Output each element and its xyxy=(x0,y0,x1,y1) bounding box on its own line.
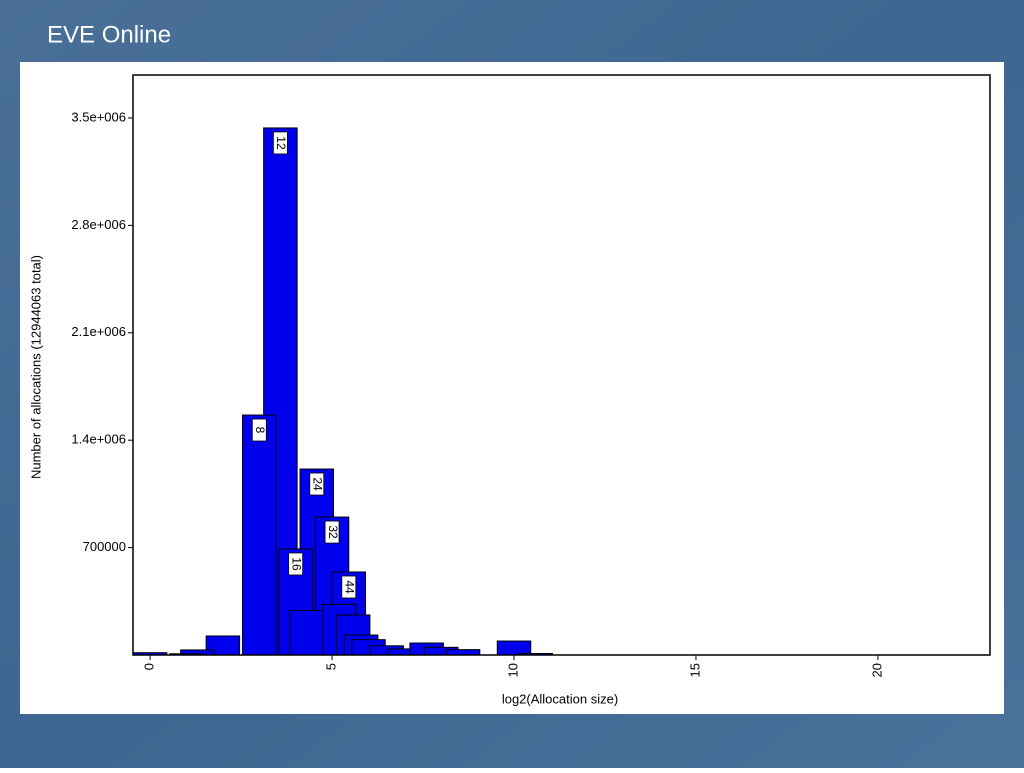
bar-label-box xyxy=(309,472,325,496)
y-tick-label: 2.1e+006 xyxy=(71,324,126,339)
x-tick-label: 0 xyxy=(142,663,157,670)
bar-label: 12 xyxy=(274,136,288,150)
bar-label: 8 xyxy=(253,427,267,434)
x-tick-label: 5 xyxy=(323,663,338,670)
y-axis-label: Number of allocations (12944063 total) xyxy=(28,255,43,479)
plot: 700000 1.4e+006 2.1e+006 2.8e+006 3.5e+006 0 5… xyxy=(71,109,884,677)
bar-label-box xyxy=(324,520,340,544)
plot-frame xyxy=(132,74,991,656)
x-tick-label: 20 xyxy=(869,663,884,677)
bar-label: 16 xyxy=(289,557,303,571)
bar-label: 44 xyxy=(343,580,357,594)
y-tick-label: 2.8e+006 xyxy=(71,217,126,232)
bar-label-box xyxy=(341,575,357,599)
bar-label-box xyxy=(272,131,288,155)
slide-title: EVE Online xyxy=(47,21,171,48)
x-tick-label: 15 xyxy=(687,663,702,677)
bar-label: 32 xyxy=(326,525,340,539)
bar-label-box xyxy=(251,418,267,442)
y-tick-label: 700000 xyxy=(83,539,126,554)
chart-panel xyxy=(20,62,1004,714)
bar-label-box xyxy=(288,552,304,576)
y-tick-label: 1.4e+006 xyxy=(71,432,126,447)
bar-label: 24 xyxy=(311,477,325,491)
bar xyxy=(445,649,481,656)
bar xyxy=(496,640,532,656)
bar xyxy=(289,610,324,656)
bar xyxy=(242,414,277,656)
y-tick-label: 3.5e+006 xyxy=(71,109,126,124)
x-axis-label: log2(Allocation size) xyxy=(502,691,618,706)
x-tick-label: 10 xyxy=(505,663,520,677)
